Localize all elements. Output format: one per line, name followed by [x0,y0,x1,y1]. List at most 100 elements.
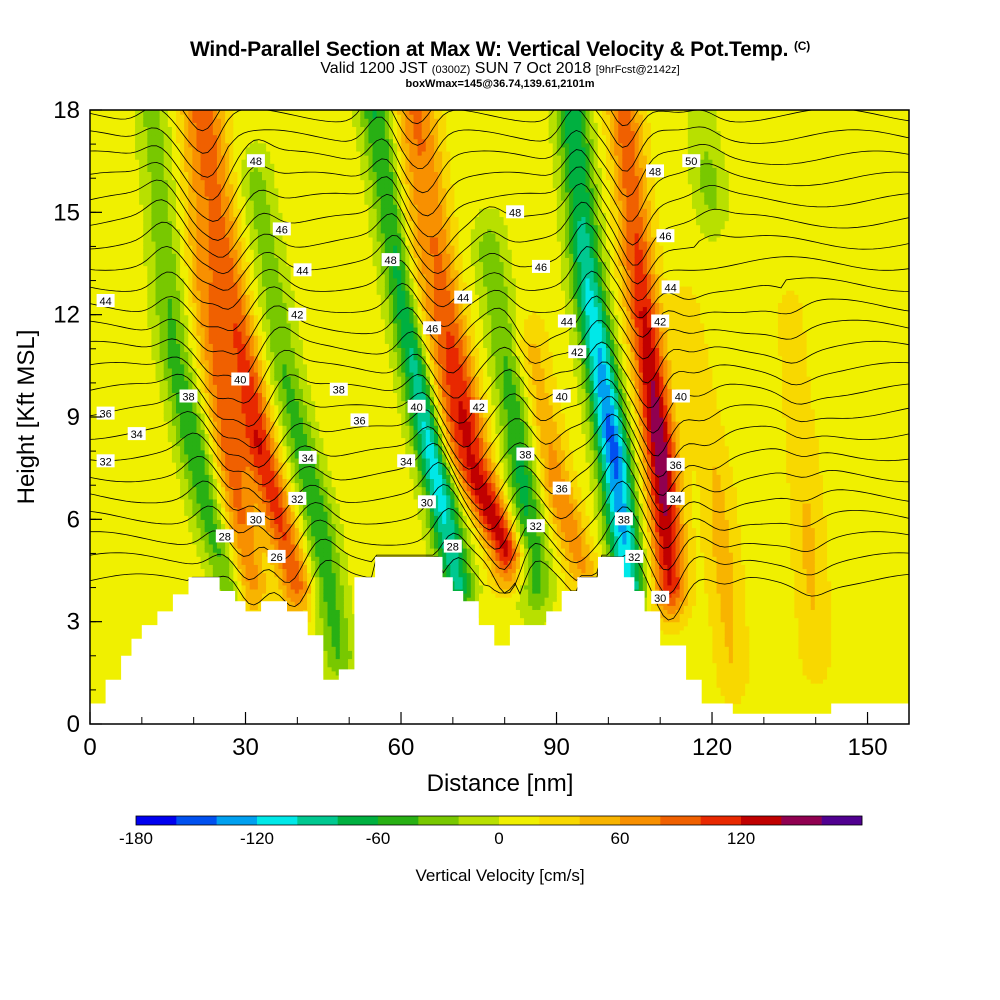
velocity-cell [102,310,107,316]
velocity-cell [221,453,226,459]
velocity-cell [163,355,169,361]
velocity-cell [139,621,144,627]
velocity-cell [167,290,173,295]
velocity-cell [196,302,202,308]
velocity-cell [114,110,120,115]
velocity-cell [159,232,165,238]
velocity-cell [114,535,120,541]
velocity-cell [130,134,136,140]
velocity-cell [143,208,148,213]
velocity-cell [151,547,157,553]
velocity-cell [216,240,222,246]
velocity-cell [180,449,185,455]
velocity-cell [94,527,99,533]
velocity-cell [163,351,169,357]
velocity-cell [184,204,189,209]
velocity-cell [94,155,99,160]
velocity-cell [196,363,202,369]
velocity-cell [122,535,128,541]
velocity-cell [90,498,95,504]
velocity-cell [114,339,120,344]
velocity-cell [180,138,185,144]
velocity-cell [208,318,214,324]
velocity-cell [167,183,173,189]
velocity-cell [180,302,185,308]
velocity-cell [204,511,210,516]
velocity-cell [208,355,214,361]
velocity-cell [176,543,181,549]
velocity-cell [200,155,206,160]
velocity-cell [200,355,206,361]
velocity-cell [159,527,165,533]
velocity-cell [143,609,148,615]
velocity-cell [216,400,222,406]
velocity-cell [110,556,116,561]
velocity-cell [147,200,153,205]
velocity-cell [212,216,218,222]
velocity-cell [102,228,107,234]
velocity-cell [126,220,132,226]
velocity-cell [221,200,226,205]
velocity-cell [139,597,144,602]
velocity-cell [139,617,144,623]
velocity-cell [159,277,165,283]
velocity-cell [171,457,177,463]
velocity-cell [130,355,136,361]
velocity-cell [184,547,189,553]
velocity-cell [212,322,218,328]
velocity-cell [102,380,107,385]
velocity-cell [126,228,132,234]
velocity-cell [171,245,177,250]
velocity-cell [122,253,128,258]
velocity-cell [110,560,116,565]
velocity-cell [130,273,136,279]
velocity-cell [90,597,95,602]
velocity-cell [106,367,112,373]
velocity-cell [171,347,177,353]
velocity-cell [176,474,181,479]
velocity-cell [212,515,218,520]
velocity-cell [151,294,157,299]
velocity-cell [196,331,202,336]
velocity-cell [110,331,116,336]
velocity-cell [106,310,112,316]
velocity-cell [196,326,202,332]
velocity-cell [106,564,112,570]
velocity-cell [200,146,206,152]
velocity-cell [167,277,173,283]
velocity-cell [167,281,173,287]
velocity-cell [151,580,157,586]
velocity-cell [110,314,116,320]
velocity-cell [102,224,107,230]
velocity-cell [118,564,124,570]
velocity-cell [184,400,189,406]
velocity-cell [118,253,124,258]
velocity-cell [114,392,120,398]
velocity-cell [147,290,153,295]
velocity-cell [208,568,214,574]
velocity-cell [139,228,144,234]
velocity-cell [176,584,181,590]
velocity-cell [204,163,210,168]
velocity-cell [94,502,99,508]
velocity-cell [126,359,132,365]
velocity-cell [200,462,206,467]
velocity-cell [106,625,112,631]
velocity-cell [204,437,210,443]
velocity-cell [118,568,124,574]
velocity-cell [122,601,128,606]
velocity-cell [167,249,173,254]
velocity-cell [188,400,193,406]
velocity-cell [139,167,144,172]
velocity-cell [196,212,202,218]
velocity-cell [167,306,173,312]
velocity-cell [90,478,95,484]
velocity-cell [122,556,128,561]
velocity-cell [135,486,140,492]
velocity-cell [98,683,103,688]
velocity-cell [176,167,181,172]
velocity-cell [114,580,120,586]
velocity-cell [151,245,157,250]
velocity-cell [212,498,218,504]
velocity-cell [122,245,128,250]
